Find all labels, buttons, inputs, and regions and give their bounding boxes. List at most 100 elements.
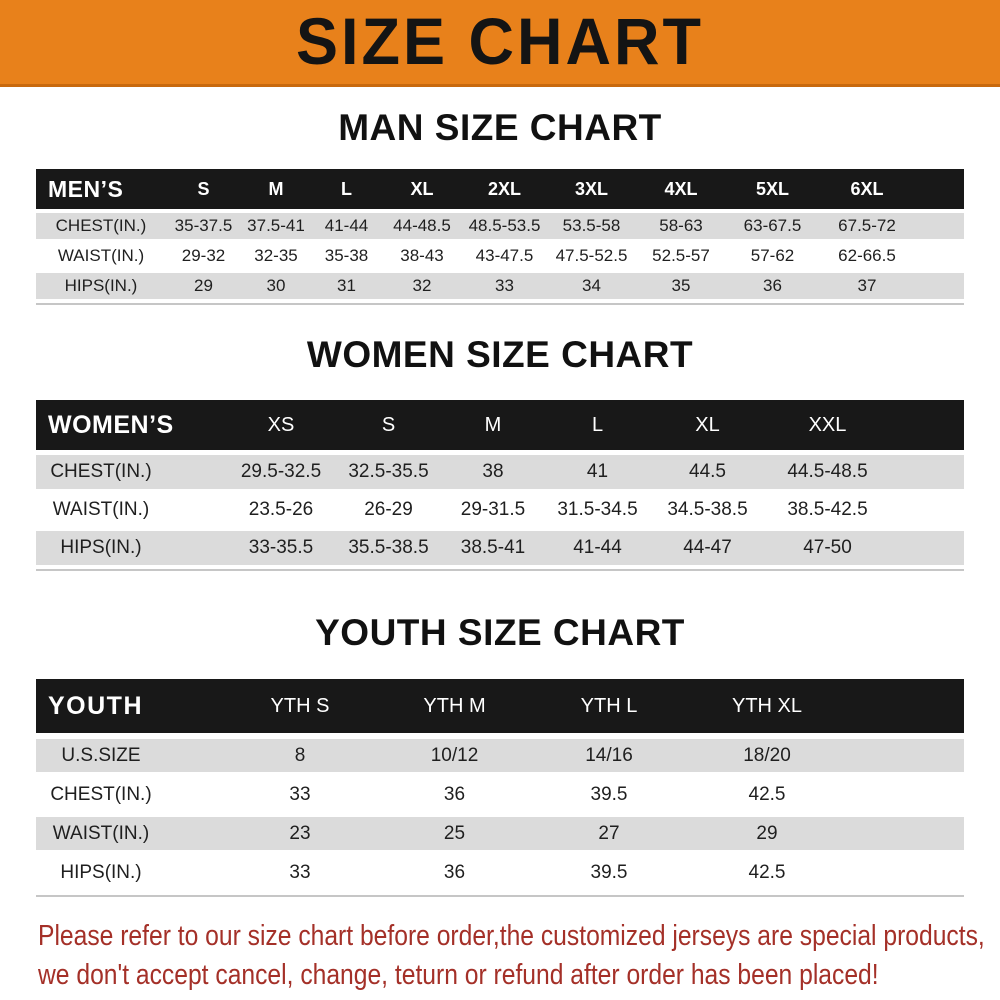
- table-cell: 39.5: [590, 783, 628, 805]
- column-header: M: [484, 413, 502, 436]
- table-cell: 39.5: [590, 861, 628, 883]
- column-header: YTH M: [423, 694, 486, 717]
- table-cell: 67.5-72: [838, 216, 896, 235]
- table-cell: 44.5: [689, 461, 726, 482]
- row-label: HIPS(IN.): [60, 861, 142, 883]
- table-cell: 44-48.5: [393, 216, 451, 235]
- row-label: U.S.SIZE: [61, 744, 141, 766]
- table-row-chest: CHEST(IN.) 29.5-32.5 32.5-35.5 38 41 44.…: [36, 455, 964, 489]
- table-cell: 35-37.5: [174, 216, 233, 235]
- table-cell: 31: [337, 276, 356, 295]
- column-header: 4XL: [664, 178, 698, 199]
- column-header: YTH L: [580, 694, 638, 717]
- table-cell: 29: [756, 822, 778, 844]
- women-table-header: WOMEN’S XS S M L XL XXL: [36, 400, 964, 450]
- size-table-youth: YOUTH YTH S YTH M YTH L YTH XL U.S.SIZE …: [36, 679, 964, 897]
- table-cell: 30: [266, 276, 286, 295]
- table-cell: 33-35.5: [248, 537, 314, 558]
- table-cell: 33: [289, 861, 311, 883]
- table-cell: 14/16: [585, 744, 633, 766]
- table-cell: 42.5: [748, 783, 786, 805]
- row-label: CHEST(IN.): [50, 461, 152, 482]
- table-cell: 38.5-42.5: [787, 499, 868, 520]
- table-cell: 33: [495, 276, 514, 295]
- table-cell: 23: [289, 822, 311, 844]
- column-header: 6XL: [850, 178, 884, 199]
- table-cell: 27: [598, 822, 620, 844]
- table-cell: 48.5-53.5: [468, 216, 541, 235]
- table-cell: 36: [763, 276, 782, 295]
- table-cell: 47.5-52.5: [555, 246, 628, 265]
- column-header: M: [268, 178, 284, 199]
- table-cell: 32-35: [254, 246, 298, 265]
- size-table-men: MEN’S S M L XL 2XL 3XL 4XL 5XL 6XL CHEST…: [36, 169, 964, 305]
- corner-label-womens: WOMEN’S: [48, 410, 174, 439]
- table-cell: 37.5-41: [247, 216, 305, 235]
- table-cell: 29: [194, 276, 213, 295]
- column-header: S: [381, 413, 396, 436]
- men-table-header: MEN’S S M L XL 2XL 3XL 4XL 5XL 6XL: [36, 169, 964, 209]
- column-header: XL: [695, 413, 720, 436]
- table-cell: 37: [857, 276, 877, 295]
- row-label: WAIST(IN.): [52, 822, 150, 844]
- column-header: XXL: [808, 413, 847, 436]
- table-cell: 29.5-32.5: [240, 461, 322, 482]
- table-cell: 34: [582, 276, 601, 295]
- table-row-waist: WAIST(IN.) 23.5-26 26-29 29-31.5 31.5-34…: [36, 493, 964, 527]
- table-cell: 44-47: [683, 537, 732, 558]
- table-cell: 23.5-26: [248, 499, 314, 520]
- column-header: 3XL: [574, 178, 608, 199]
- table-cell: 33: [289, 783, 311, 805]
- table-cell: 58-63: [659, 216, 703, 235]
- table-row-chest: CHEST(IN.) 35-37.5 37.5-41 41-44 44-48.5…: [36, 213, 964, 239]
- table-cell: 36: [443, 861, 466, 883]
- table-cell: 41-44: [573, 537, 622, 558]
- row-label: CHEST(IN.): [50, 783, 152, 805]
- table-row-chest: CHEST(IN.) 33 36 39.5 42.5: [36, 778, 964, 811]
- section-title-men: MAN SIZE CHART: [338, 107, 662, 148]
- table-cell: 29-31.5: [460, 499, 526, 520]
- table-cell: 44.5-48.5: [787, 461, 868, 482]
- table-cell: 35.5-38.5: [348, 537, 429, 558]
- row-label: WAIST(IN.): [52, 499, 150, 520]
- table-cell: 35: [671, 276, 691, 295]
- column-header: YTH XL: [731, 694, 803, 717]
- column-header: L: [591, 413, 604, 436]
- table-cell: 38-43: [400, 246, 444, 265]
- banner-title: SIZE CHART: [296, 5, 704, 79]
- footer-note: Please refer to our size chart before or…: [38, 917, 1000, 995]
- table-cell: 43-47.5: [475, 246, 534, 265]
- column-header: XS: [267, 413, 295, 436]
- table-row-waist: WAIST(IN.) 23 25 27 29: [36, 817, 964, 850]
- table-cell: 38: [482, 461, 504, 482]
- table-cell: 32: [412, 276, 432, 295]
- table-cell: 36: [443, 783, 466, 805]
- row-label: HIPS(IN.): [60, 537, 142, 558]
- column-header: 2XL: [487, 178, 521, 199]
- row-label: HIPS(IN.): [64, 276, 138, 295]
- table-row-hips: HIPS(IN.) 29 30 31 32 33 34 35 36 37: [36, 273, 964, 299]
- table-cell: 18/20: [743, 744, 791, 766]
- column-header: 5XL: [755, 178, 789, 199]
- table-cell: 29-32: [181, 246, 226, 265]
- table-cell: 53.5-58: [562, 216, 621, 235]
- row-label: CHEST(IN.): [55, 216, 147, 235]
- section-title-women: WOMEN SIZE CHART: [306, 334, 694, 375]
- table-cell: 62-66.5: [838, 246, 896, 265]
- table-row-ussize: U.S.SIZE 8 10/12 14/16 18/20: [36, 739, 964, 772]
- table-cell: 38.5-41: [460, 537, 526, 558]
- table-cell: 63-67.5: [743, 216, 802, 235]
- footer-line-2: we don't accept cancel, change, teturn o…: [38, 959, 879, 991]
- column-header: XL: [410, 178, 434, 199]
- table-cell: 8: [294, 744, 306, 766]
- footer-line-1: Please refer to our size chart before or…: [38, 920, 985, 952]
- table-row-hips: HIPS(IN.) 33 36 39.5 42.5: [36, 856, 964, 889]
- table-cell: 52.5-57: [652, 246, 710, 265]
- column-header: L: [341, 178, 352, 199]
- corner-label-mens: MEN’S: [48, 175, 124, 202]
- corner-label-youth: YOUTH: [48, 691, 143, 720]
- table-cell: 41: [586, 461, 609, 482]
- table-cell: 31.5-34.5: [557, 499, 638, 520]
- column-header: S: [197, 178, 210, 199]
- table-cell: 57-62: [750, 246, 795, 265]
